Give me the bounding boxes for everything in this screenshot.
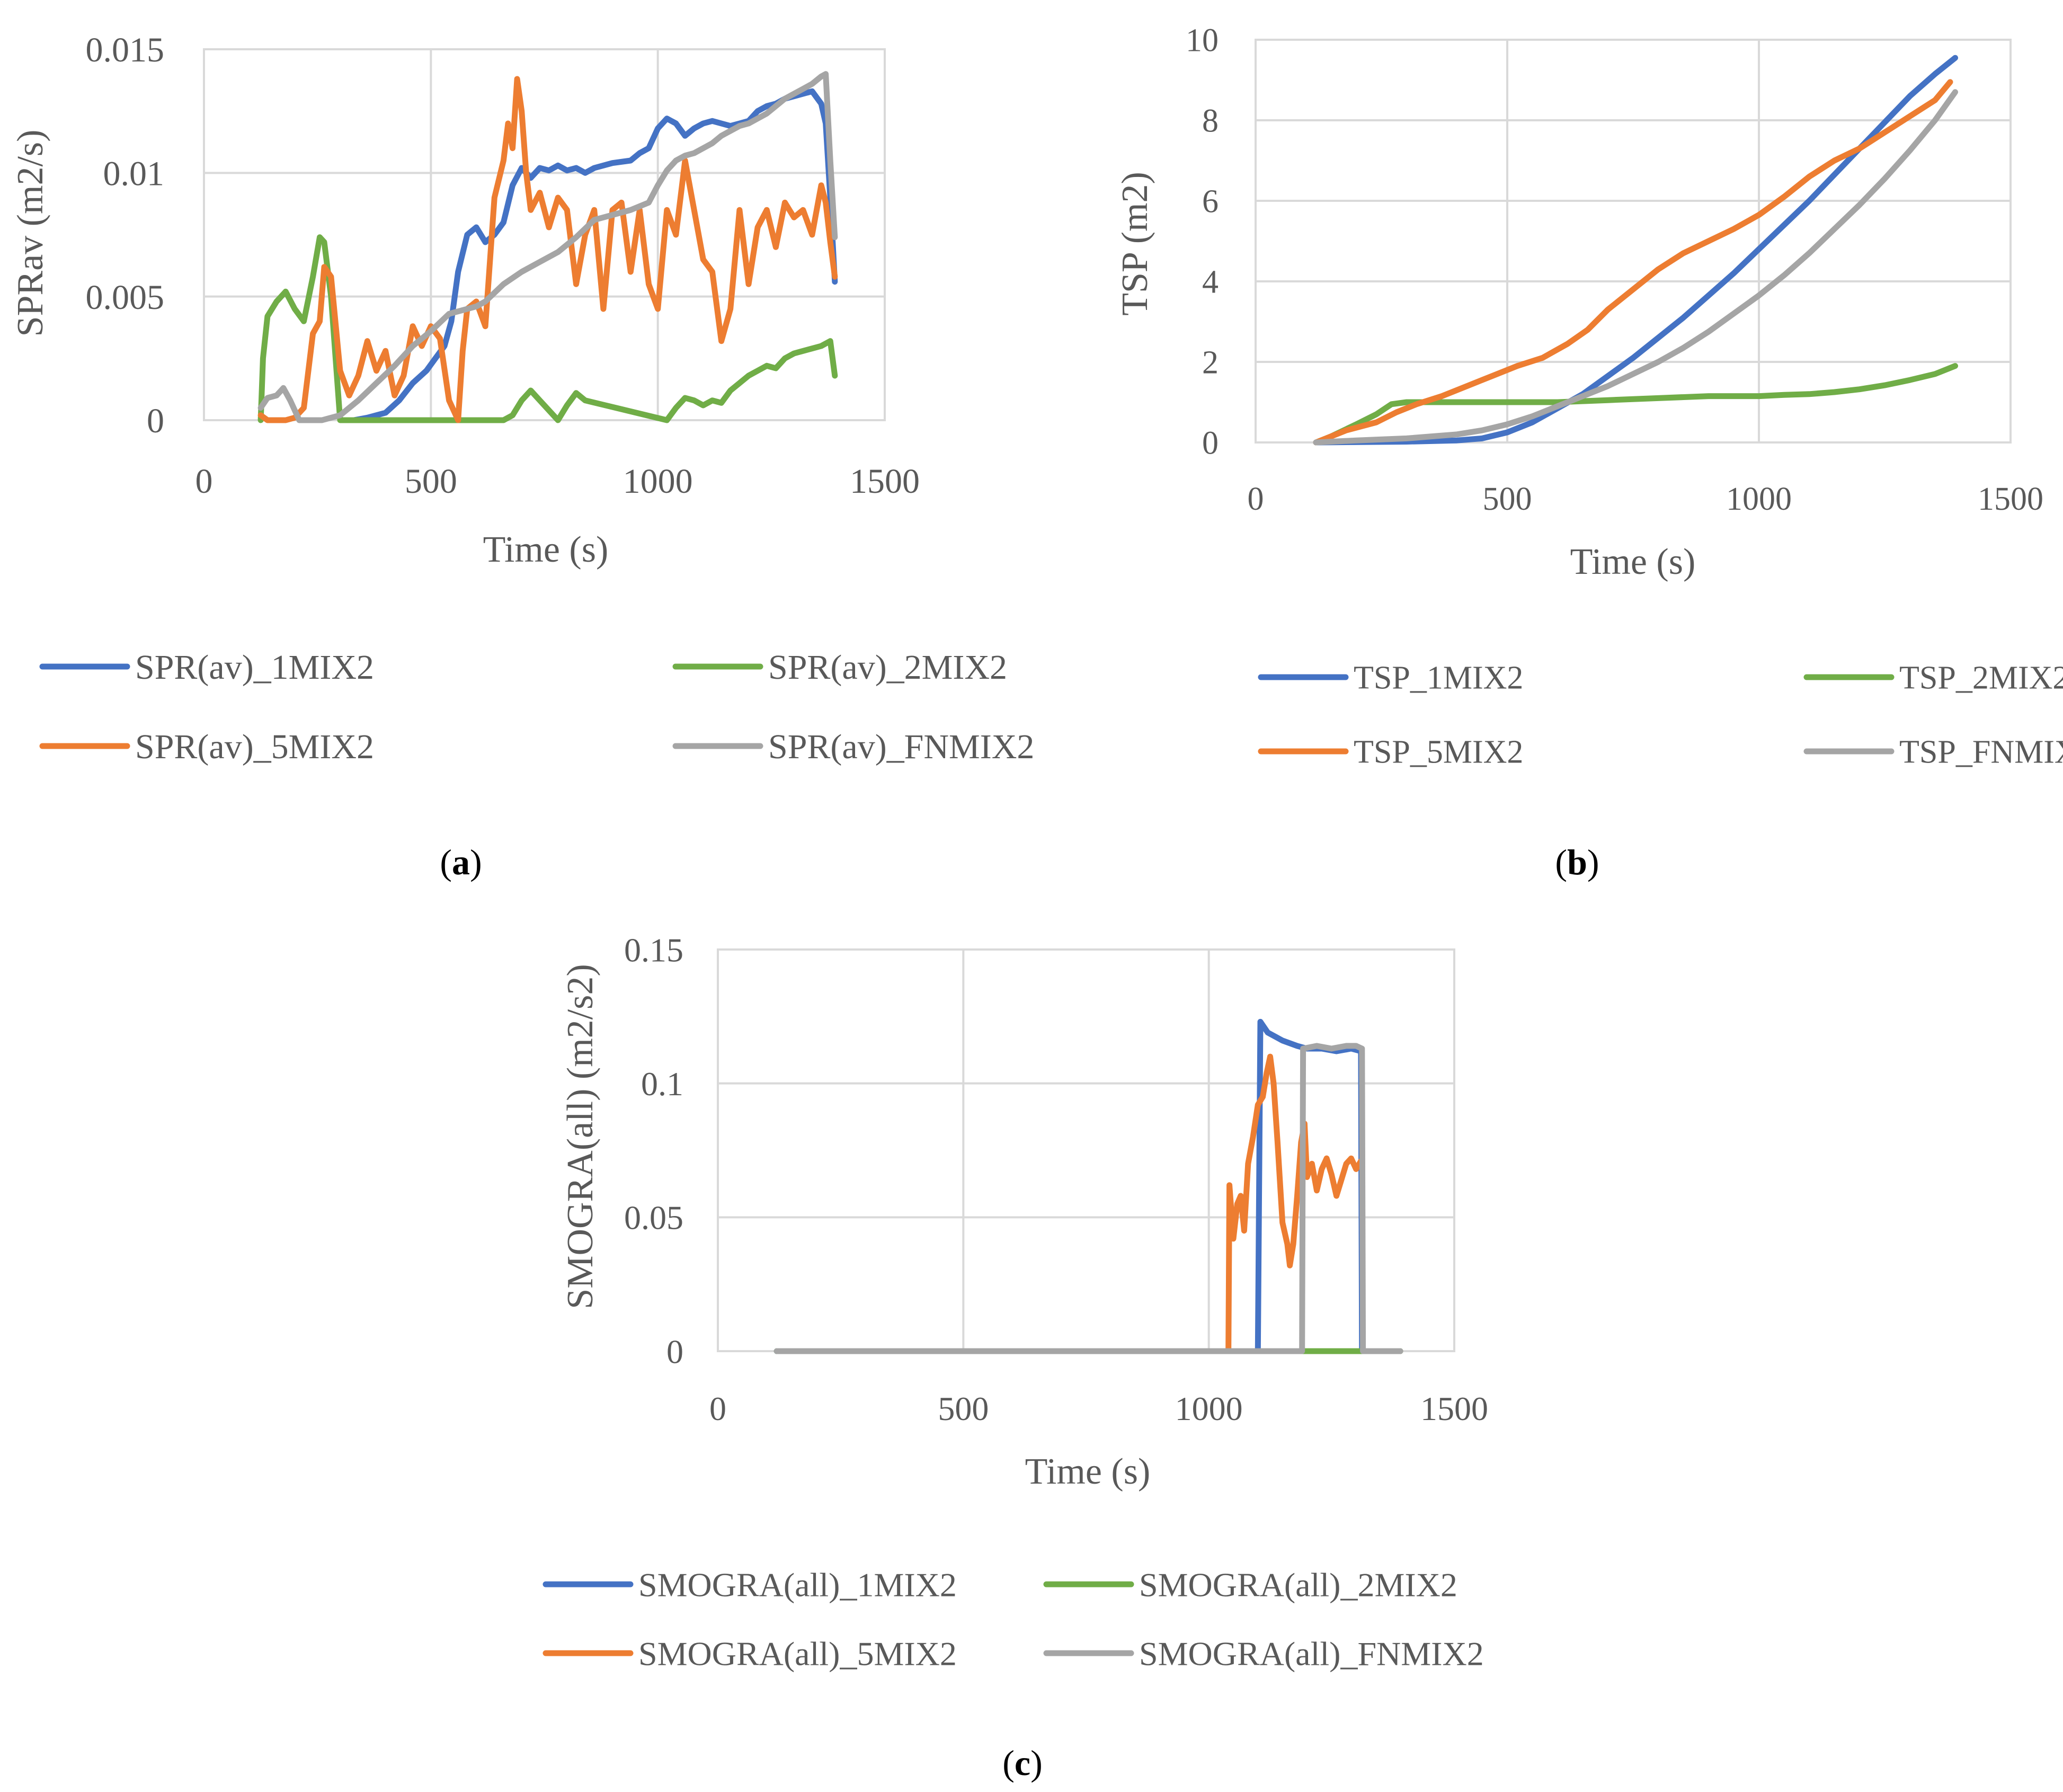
- x-tick-label: 1500: [1978, 481, 2043, 517]
- panel-label-c: (c): [1002, 1743, 1043, 1783]
- chart-panel-a: 0 500 1000 1500 0 0.005 0.01 0.015 Time (s) SPR…: [10, 31, 1034, 882]
- x-tick-label: 0: [195, 462, 213, 501]
- y-tick-label: 6: [1202, 184, 1219, 220]
- legend-b: TSP_1MIX2 TSP_2MIX2 TSP_5MIX2 TSP_FNMIX2: [1258, 660, 2063, 770]
- series-line-SPR(av)_1MIX2: [351, 88, 838, 423]
- x-tick-label: 1000: [1726, 481, 1792, 517]
- plot-frame: [203, 48, 886, 421]
- x-tick-label: 1000: [1175, 1390, 1243, 1427]
- x-tick-label: 500: [405, 462, 457, 501]
- tick-labels-b: 0 500 1000 1500 0 2 4 6 8 10: [1186, 23, 2043, 517]
- x-axis-label-c: Time (s): [1025, 1451, 1151, 1492]
- legend-label-SPR(av)_FNMIX2: SPR(av)_FNMIX2: [768, 728, 1034, 766]
- legend-label-SPR(av)_2MIX2: SPR(av)_2MIX2: [768, 648, 1007, 687]
- y-tick-label: 10: [1186, 23, 1219, 59]
- x-tick-label: 0: [709, 1390, 726, 1427]
- legend-label-SPR(av)_5MIX2: SPR(av)_5MIX2: [135, 728, 374, 766]
- x-axis-label-b: Time (s): [1570, 542, 1696, 582]
- x-axis-label-a: Time (s): [483, 529, 609, 570]
- series-line-SPR(av)_FNMIX2: [257, 71, 838, 423]
- y-tick-label: 0: [666, 1333, 683, 1370]
- tick-labels-a: 0 500 1000 1500 0 0.005 0.01 0.015: [86, 31, 920, 501]
- y-tick-label: 8: [1202, 103, 1219, 139]
- legend-label-SMOGRA(all)_FNMIX2: SMOGRA(all)_FNMIX2: [1139, 1635, 1484, 1672]
- legend-label-TSP_5MIX2: TSP_5MIX2: [1354, 734, 1523, 770]
- y-tick-label: 0.15: [624, 931, 683, 969]
- x-tick-label: 500: [1483, 481, 1532, 517]
- x-tick-label: 1500: [1420, 1390, 1488, 1427]
- chart-panel-b: 0 500 1000 1500 0 2 4 6 8 10 Time (s) TSP (m2) TS…: [1115, 23, 2063, 882]
- series-lines-b: [1313, 55, 1958, 446]
- tick-labels-c: 0 500 1000 1500 0 0.05 0.1 0.15: [624, 931, 1488, 1427]
- y-tick-label: 0: [1202, 425, 1219, 462]
- series-line-SPR(av)_2MIX2: [257, 234, 838, 423]
- y-tick-label: 0.05: [624, 1199, 683, 1237]
- x-tick-label: 1500: [850, 462, 920, 501]
- y-tick-label: 0: [147, 402, 164, 440]
- legend-label-SMOGRA(all)_5MIX2: SMOGRA(all)_5MIX2: [638, 1635, 957, 1672]
- y-tick-label: 0.005: [86, 278, 165, 317]
- x-tick-label: 1000: [623, 462, 693, 501]
- series-line-SPR(av)_5MIX2: [257, 76, 838, 423]
- chart-panel-c: 0 500 1000 1500 0 0.05 0.1 0.15 Time (s) SMOGRA…: [543, 931, 1488, 1783]
- legend-a: SPR(av)_1MIX2 SPR(av)_2MIX2 SPR(av)_5MIX2 S…: [39, 648, 1034, 766]
- y-tick-label: 4: [1202, 264, 1219, 300]
- series-line-TSP_FNMIX2: [1313, 89, 1958, 446]
- panel-label-a: (a): [440, 842, 482, 882]
- series-line-TSP_5MIX2: [1313, 79, 1953, 446]
- y-axis-label-a: SPRav (m2/s): [10, 130, 51, 337]
- x-tick-label: 500: [938, 1390, 989, 1427]
- y-tick-label: 0.1: [641, 1065, 683, 1103]
- series-lines-a: [257, 71, 838, 423]
- series-lines-c: [773, 1018, 1403, 1354]
- y-axis-label-c: SMOGRA(all) (m2/s2): [560, 964, 601, 1309]
- series-line-SMOGRA(all)_5MIX2: [1225, 1053, 1364, 1354]
- series-line-TSP_2MIX2: [1313, 363, 1958, 446]
- x-tick-label: 0: [1248, 481, 1264, 517]
- legend-label-TSP_FNMIX2: TSP_FNMIX2: [1899, 734, 2063, 770]
- legend-label-SPR(av)_1MIX2: SPR(av)_1MIX2: [135, 648, 374, 687]
- legend-c: SMOGRA(all)_1MIX2 SMOGRA(all)_2MIX2 SMOGRA…: [543, 1566, 1484, 1672]
- y-tick-label: 2: [1202, 345, 1219, 381]
- legend-label-SMOGRA(all)_1MIX2: SMOGRA(all)_1MIX2: [638, 1566, 957, 1603]
- legend-label-TSP_1MIX2: TSP_1MIX2: [1354, 660, 1523, 696]
- series-line-SMOGRA(all)_FNMIX2: [773, 1043, 1403, 1354]
- panel-label-b: (b): [1555, 842, 1599, 882]
- legend-label-SMOGRA(all)_2MIX2: SMOGRA(all)_2MIX2: [1139, 1566, 1457, 1603]
- y-axis-label-b: TSP (m2): [1115, 172, 1155, 316]
- y-tick-label: 0.01: [103, 154, 165, 193]
- legend-label-TSP_2MIX2: TSP_2MIX2: [1899, 660, 2063, 696]
- plot-frame: [1255, 39, 2012, 443]
- y-tick-label: 0.015: [86, 31, 165, 69]
